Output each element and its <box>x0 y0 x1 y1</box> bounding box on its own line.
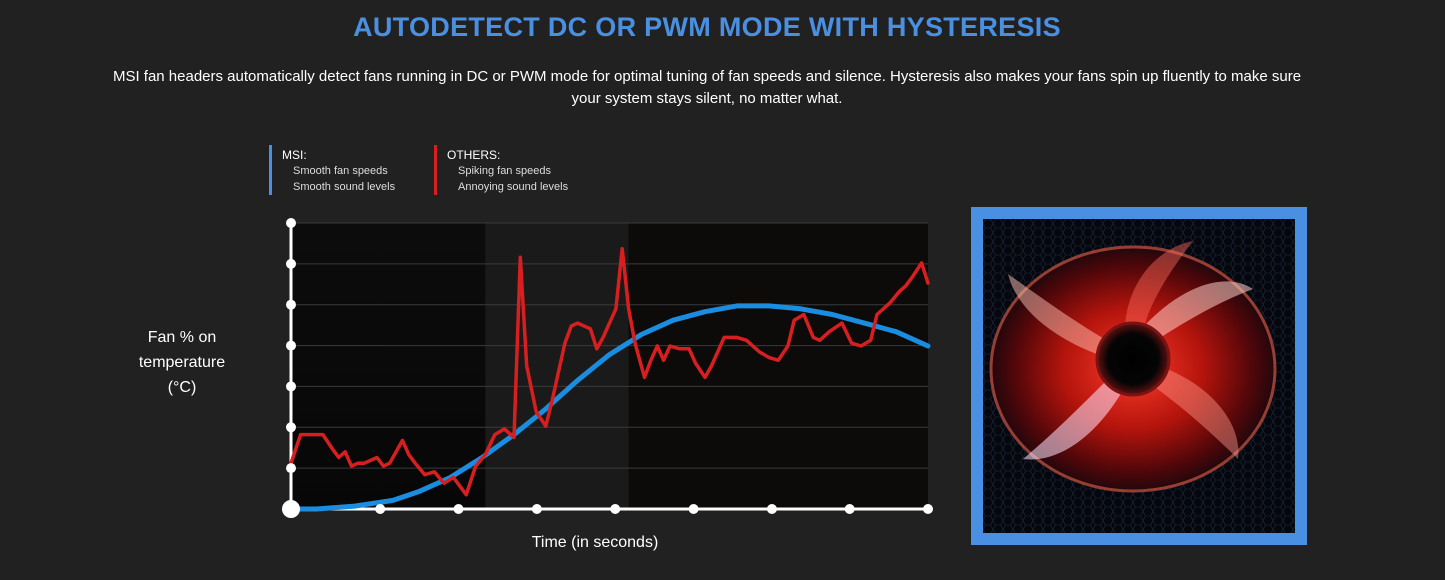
legend-msi-swatch <box>269 145 272 195</box>
y-tick-dot-3 <box>286 381 296 392</box>
fan-image <box>983 219 1295 533</box>
y-tick-dot-6 <box>286 258 296 269</box>
legend-others-title: OTHERS: <box>447 148 501 162</box>
page-title: AUTODETECT DC OR PWM MODE WITH HYSTERESI… <box>353 12 1061 42</box>
x-tick-dot-6 <box>766 504 777 514</box>
y-tick-dot-1 <box>286 463 296 474</box>
origin-dot <box>282 500 300 518</box>
x-tick-dot-8 <box>923 504 933 514</box>
y-tick-dot-4 <box>286 340 296 351</box>
x-tick-dot-4 <box>610 504 621 514</box>
x-tick-dot-3 <box>531 504 542 514</box>
y-axis-label: Fan % on temperature (°C) <box>138 329 226 396</box>
legend-others-swatch <box>434 145 437 195</box>
fan-image-frame <box>971 207 1307 545</box>
x-tick-dot-1 <box>375 504 386 514</box>
plot-highlight-band <box>485 223 629 509</box>
red-led-fan-icon <box>983 219 1295 533</box>
legend-others-line1: Spiking fan speeds <box>458 165 551 177</box>
legend-others-line2: Annoying sound levels <box>458 181 569 193</box>
legend-msi-line2: Smooth sound levels <box>293 181 396 193</box>
y-tick-dot-5 <box>286 299 296 310</box>
x-tick-dot-2 <box>453 504 464 514</box>
legend-msi-line1: Smooth fan speeds <box>293 165 388 177</box>
y-tick-dot-2 <box>286 422 296 433</box>
series-line-msi <box>288 303 931 512</box>
series-line-others <box>289 246 930 497</box>
y-tick-dot-7 <box>286 218 296 228</box>
x-tick-dot-7 <box>844 504 855 514</box>
x-tick-dot-5 <box>688 504 699 514</box>
legend-msi-title: MSI: <box>282 148 307 162</box>
page-description: MSI fan headers automatically detect fan… <box>112 68 1302 107</box>
x-axis-label: Time (in seconds) <box>531 534 659 551</box>
plot-band-right <box>628 223 928 509</box>
